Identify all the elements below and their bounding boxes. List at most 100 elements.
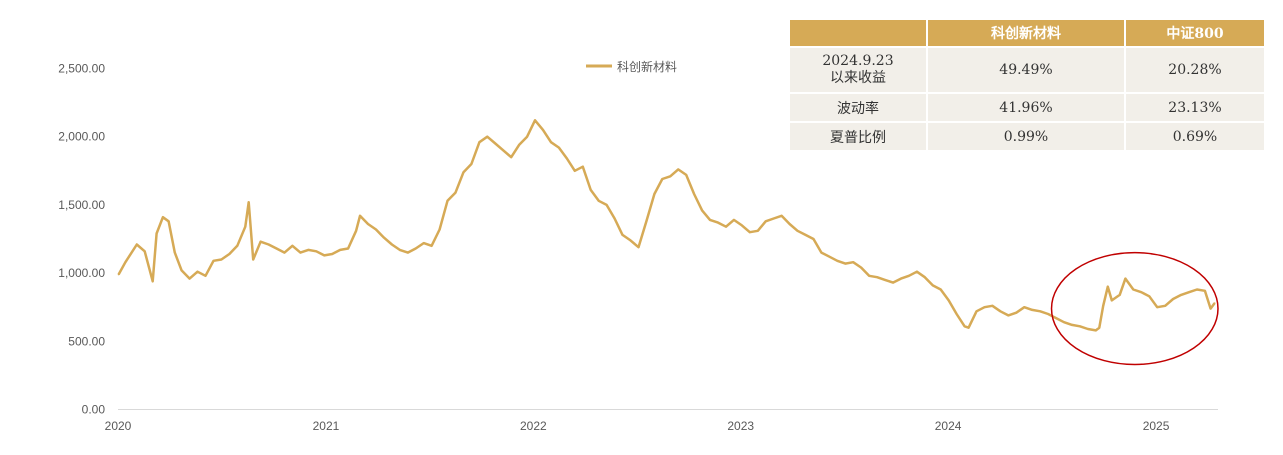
data-point [252,258,255,261]
data-point [167,220,170,223]
data-point [836,259,839,262]
table-header-kechuang: 科创新材料 [927,20,1126,47]
data-point [367,223,369,225]
data-point [155,232,158,235]
data-point [581,165,584,168]
data-point [430,244,433,247]
data-point [999,310,1002,313]
data-point [339,249,342,251]
data-point [1071,324,1073,326]
data-point [621,234,624,236]
table-header-corner [790,20,928,47]
cell-kechuang: 0.99% [927,121,1126,150]
data-point [963,325,966,328]
data-point [772,217,775,220]
data-point [462,171,465,174]
y-tick-label: 1,000.00 [58,266,105,280]
data-point [629,239,632,242]
data-point [844,262,847,265]
data-point [406,251,409,254]
data-point [983,306,986,309]
table-row: 波动率 41.96% 23.13% [790,92,1264,122]
data-point [391,243,393,246]
data-point [1110,299,1113,302]
data-point [299,251,302,254]
data-point [502,149,505,152]
data-point [1156,306,1159,309]
x-tick-label: 2025 [1143,419,1170,433]
data-point [347,247,349,250]
data-point [117,273,120,276]
data-point [653,193,656,195]
data-point [1007,314,1010,317]
data-point [725,225,727,228]
row-label: 2024.9.23 以来收益 [790,46,928,93]
data-point [589,189,592,191]
data-point [267,243,270,246]
data-point [1055,317,1057,319]
data-point [534,119,536,122]
data-point [1204,289,1206,292]
data-point [923,276,926,279]
data-point [291,244,294,247]
data-point [414,247,417,250]
data-point [135,243,138,246]
y-tick-label: 1,500.00 [58,198,105,212]
data-point [780,214,783,217]
data-point [1047,313,1049,315]
data-point [947,299,950,302]
data-point [275,247,278,250]
data-point [1213,302,1216,304]
data-point [478,141,481,144]
data-point [1196,288,1198,291]
data-point [566,157,568,160]
data-point [244,225,247,228]
data-point [900,277,902,280]
data-point [1106,285,1109,288]
data-point [196,270,199,273]
table-row: 夏普比例 0.99% 0.69% [790,121,1264,150]
x-tick-label: 2023 [727,419,754,433]
data-point [613,217,616,220]
data-point [741,224,743,227]
data-point [558,146,560,149]
data-point [383,236,385,239]
data-point [669,175,672,178]
data-point [1132,288,1135,291]
data-point [916,270,918,273]
data-point [446,199,449,202]
data-point [283,251,286,254]
data-point [1164,304,1167,307]
data-point [422,242,425,245]
y-axis-ticks: 0.00 500.00 1,000.00 1,500.00 2,000.00 2,500.… [58,62,105,417]
y-tick-label: 500.00 [68,334,105,348]
data-point [955,313,958,315]
data-point [685,174,688,176]
data-point [605,204,608,206]
data-point [701,209,703,212]
data-point [991,304,994,307]
data-point [796,229,799,232]
data-point [812,238,815,240]
data-point [764,220,767,223]
data-point [236,244,239,247]
data-point [1087,328,1089,330]
x-tick-label: 2022 [520,419,547,433]
data-point [661,178,664,180]
data-point [1140,291,1143,294]
data-point [820,251,823,254]
data-point [550,141,552,144]
highlight-ellipse [1050,251,1219,366]
data-point [355,229,357,232]
data-point [526,135,528,138]
data-point [1188,291,1190,294]
data-point [860,266,863,269]
data-point [180,269,183,272]
data-point [876,276,878,279]
row-label: 波动率 [790,92,928,122]
x-tick-label: 2021 [313,419,340,433]
data-point [597,199,600,202]
y-tick-label: 2,500.00 [58,62,105,76]
data-point [220,258,223,261]
